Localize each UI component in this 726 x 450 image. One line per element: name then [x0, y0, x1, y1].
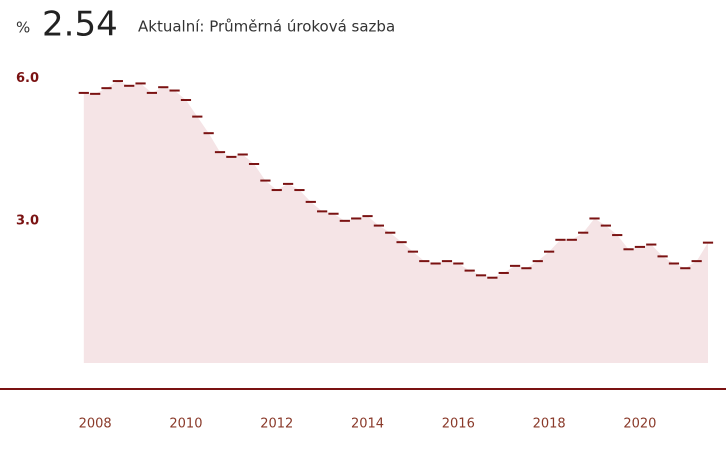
current-value: 2.54	[42, 5, 118, 45]
y-tick-label: 6.0	[16, 71, 39, 86]
current-label: Aktualní: Průměrná úroková sazba	[138, 18, 395, 36]
area	[83, 81, 709, 364]
x-tick-label: 2020	[623, 417, 656, 432]
unit: %	[16, 19, 30, 37]
x-tick-label: 2016	[442, 417, 475, 432]
x-tick-label: 2018	[533, 417, 566, 432]
y-tick-label: 3.0	[16, 213, 39, 228]
x-tick-label: 2010	[169, 417, 202, 432]
x-tick-label: 2012	[260, 417, 293, 432]
x-tick-label: 2014	[351, 417, 384, 432]
x-tick-label: 2008	[79, 417, 112, 432]
